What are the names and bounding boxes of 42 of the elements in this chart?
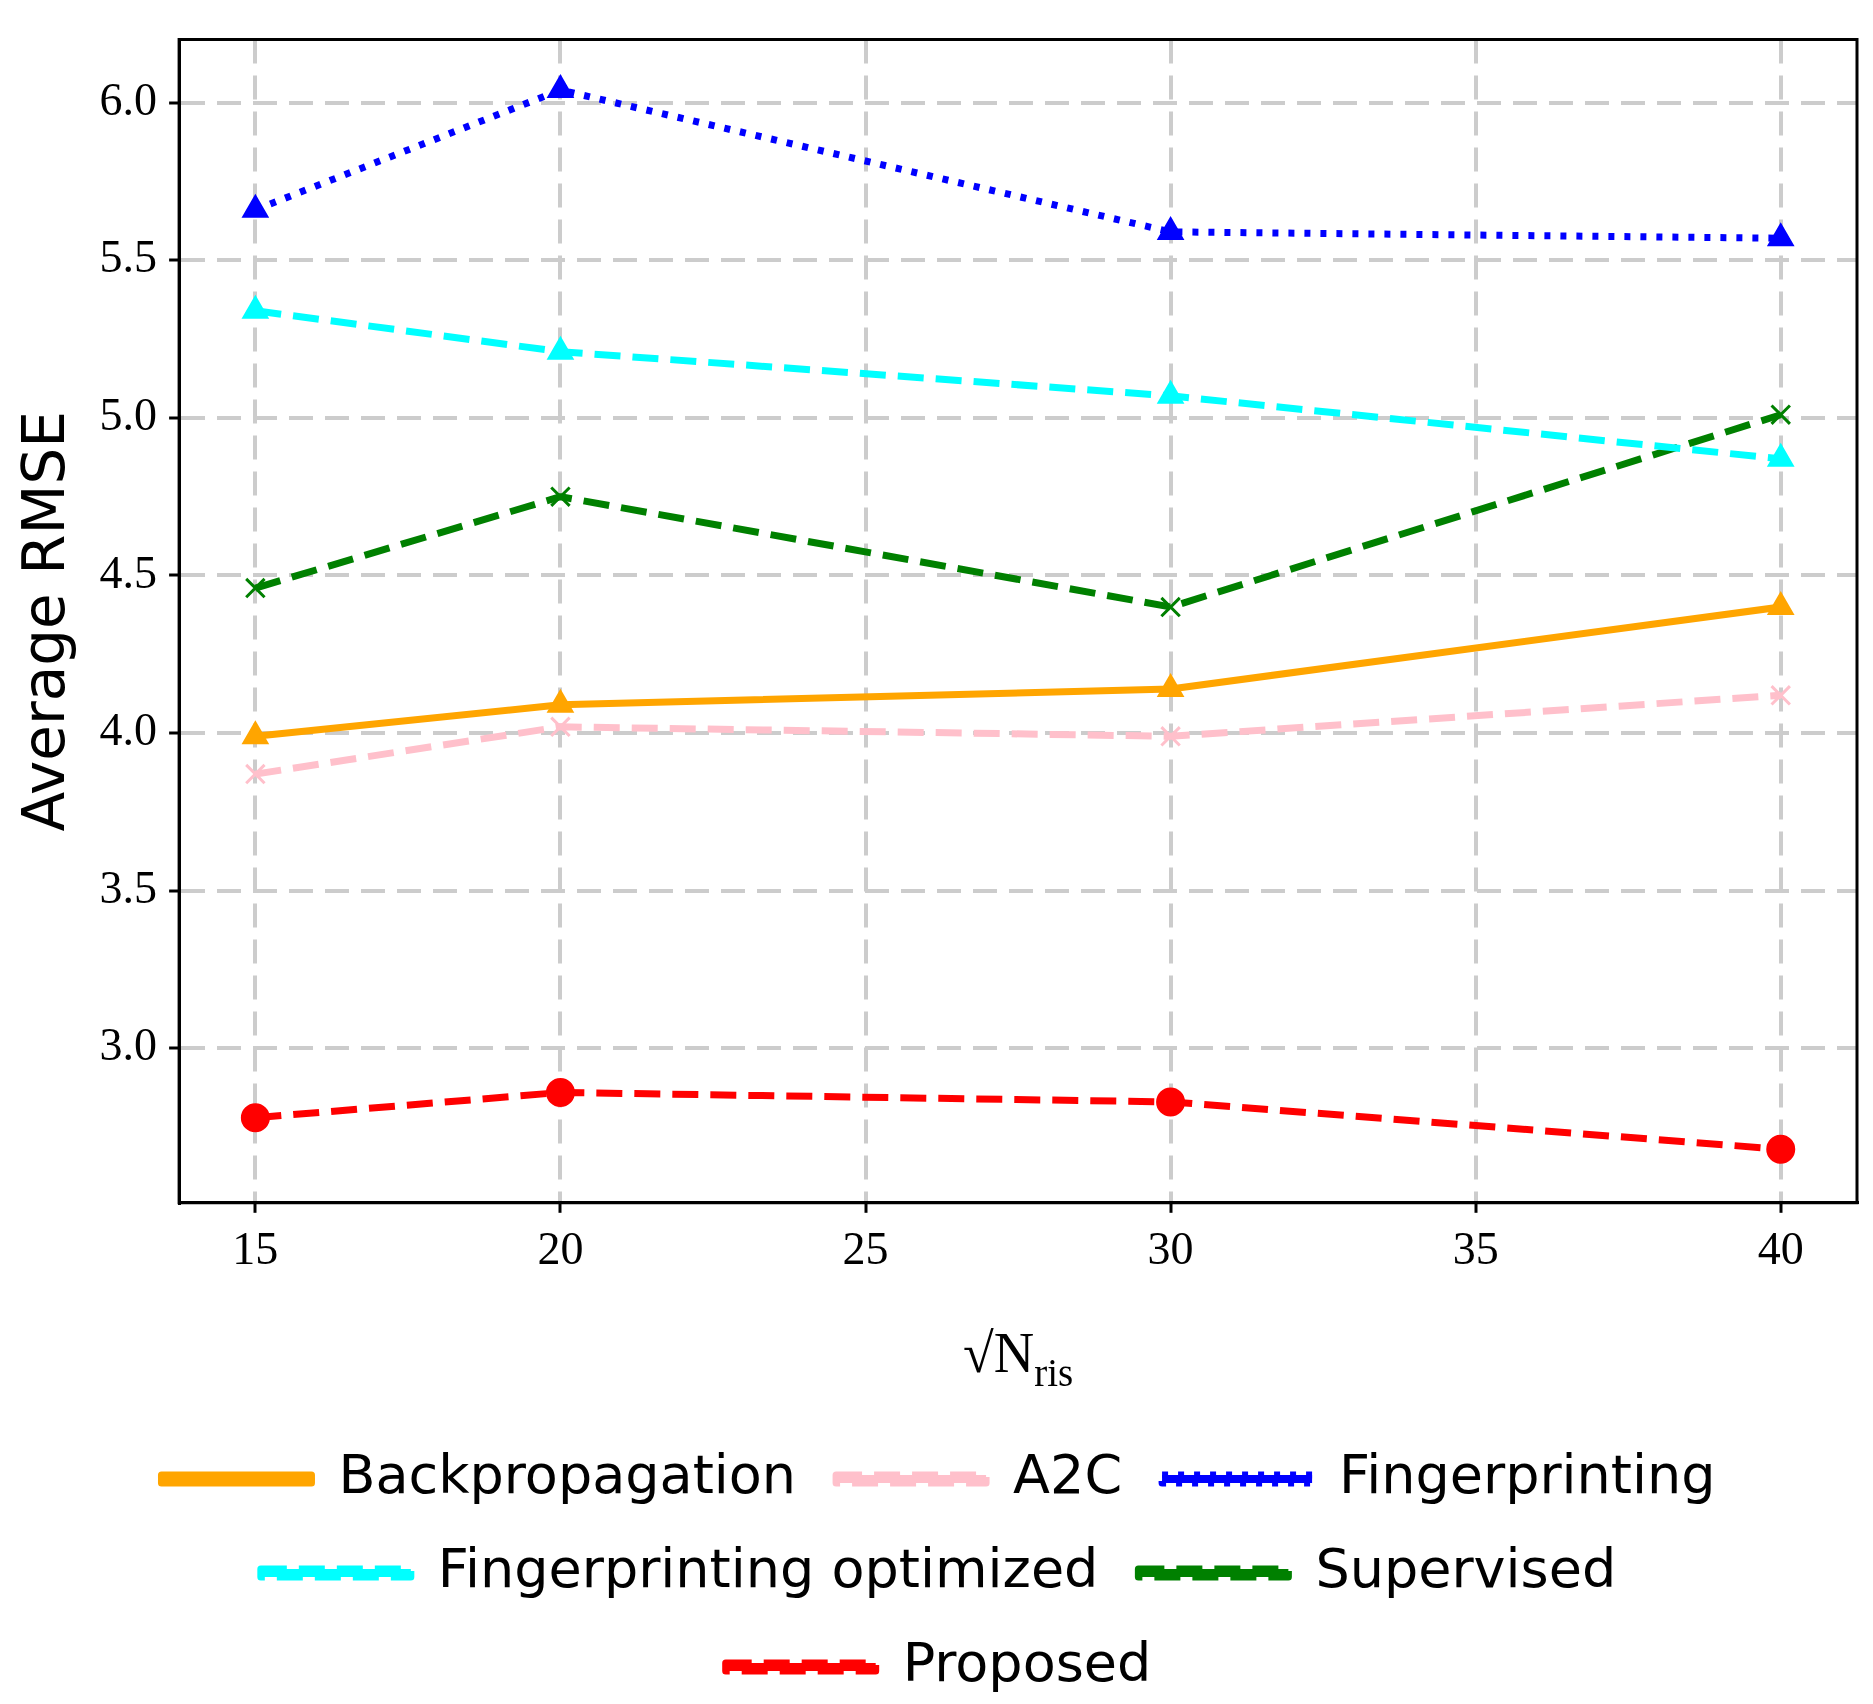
point [1766, 1134, 1796, 1164]
x-tick-label: 35 [1452, 1223, 1499, 1275]
point [1157, 674, 1184, 697]
point [1767, 592, 1794, 616]
point [242, 195, 269, 218]
legend-label: Backpropagation [338, 1443, 797, 1507]
point [545, 1077, 575, 1107]
x-tick-label: 40 [1757, 1223, 1804, 1275]
point [240, 1103, 270, 1133]
y-tick-label: 4.0 [99, 704, 158, 756]
y-tick-label: 4.5 [99, 546, 158, 598]
point [1157, 217, 1184, 240]
x-tick-label: 30 [1147, 1223, 1194, 1275]
point [244, 763, 267, 785]
point [1159, 596, 1182, 618]
point [547, 337, 574, 360]
y-axis-title: Average RMSE [9, 410, 78, 832]
x-tick-label: 15 [232, 1223, 279, 1275]
point [1157, 381, 1184, 404]
point [547, 690, 574, 713]
y-tick-label: 3.0 [99, 1019, 158, 1071]
point [547, 75, 574, 99]
x-tick-label: 20 [537, 1223, 584, 1275]
point [242, 296, 269, 319]
point [1159, 725, 1182, 747]
y-tick-label: 6.0 [99, 73, 158, 125]
y-tick-label: 3.5 [99, 861, 158, 913]
y-tick-label: 5.5 [99, 231, 158, 283]
point [1156, 1087, 1186, 1117]
legend-label: Fingerprinting optimized [437, 1537, 1099, 1601]
point [549, 716, 572, 738]
x-tick-label: 25 [842, 1223, 889, 1275]
y-tick-label: 5.0 [99, 388, 158, 440]
legend-label: Proposed [902, 1631, 1152, 1695]
point [1767, 444, 1794, 467]
point [242, 721, 269, 745]
legend-label: Fingerprinting [1339, 1443, 1716, 1507]
point [1770, 684, 1792, 706]
legend-label: Supervised [1315, 1537, 1617, 1601]
point [1767, 223, 1794, 247]
legend-label: A2C [1013, 1443, 1123, 1507]
point [244, 577, 267, 599]
